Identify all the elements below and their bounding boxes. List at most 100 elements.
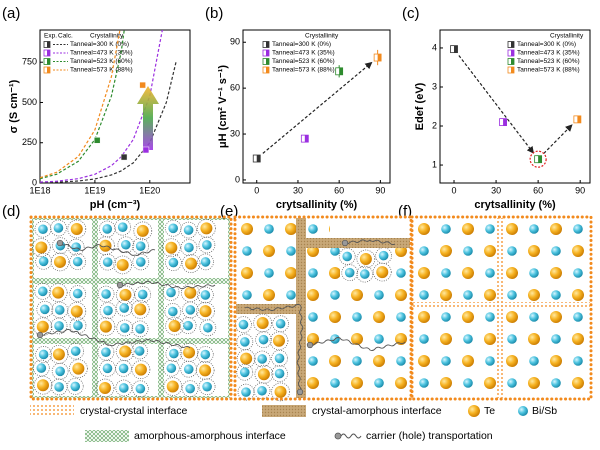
legend-label: amorphous-amorphous interface	[134, 430, 286, 442]
bisb-atom	[119, 383, 129, 393]
atom-ring	[356, 265, 374, 283]
trend-arrow	[543, 124, 573, 154]
y-tick-label: 1	[432, 159, 437, 169]
legend-label: Tanneal=300 K (0%)	[517, 41, 576, 48]
atom-ring	[198, 378, 216, 396]
legend-label: Tanneal=573 K (88%)	[517, 67, 580, 74]
bisb-atom	[286, 290, 296, 300]
te-atom	[506, 267, 518, 279]
bisb-atom	[485, 268, 495, 278]
legend-label: Tanneal=573 K (88%)	[70, 67, 133, 74]
panel-label: (f)	[398, 203, 412, 220]
bisb-atom	[135, 383, 146, 394]
atom-ring	[69, 359, 88, 378]
panel-label: (b)	[205, 5, 223, 22]
atom-ring	[99, 359, 116, 377]
bisb-atom	[344, 267, 355, 278]
atom-ring	[51, 301, 69, 319]
te-atom	[72, 362, 85, 375]
atom-ring	[255, 331, 272, 349]
atom-ring	[179, 343, 199, 362]
interface-ca	[306, 238, 410, 248]
te-atom	[395, 289, 407, 301]
atom-ring	[338, 248, 356, 265]
legend-header: Crystallinity	[305, 33, 339, 40]
legend-marker	[266, 41, 269, 48]
x-tick-label: 60	[533, 185, 543, 195]
te-atom	[329, 355, 341, 367]
legend-header: Exp.	[44, 33, 57, 40]
bisb-atom	[239, 367, 250, 378]
te-atom	[528, 377, 540, 389]
legend-label: Tanneal=523 K (60%)	[70, 58, 133, 65]
legend-marker	[266, 58, 269, 65]
curves	[40, 30, 177, 183]
te-atom	[200, 222, 213, 235]
atom-ring	[52, 237, 69, 254]
atom-ring	[236, 333, 254, 351]
te-atom	[136, 224, 149, 237]
legend-marker	[47, 41, 50, 48]
bisb-atom	[54, 382, 64, 392]
bisb-atom	[441, 312, 451, 322]
y-tick-label: 30	[230, 128, 240, 138]
legend-atom	[518, 406, 528, 416]
point-right	[503, 118, 507, 126]
atom-ring	[32, 359, 50, 377]
bisb-atom	[419, 290, 429, 300]
legend-label: Tanneal=473 K (35%)	[517, 50, 580, 57]
te-atom	[183, 346, 196, 359]
bisb-atom	[342, 251, 353, 262]
atom-ring	[99, 302, 117, 319]
bisb-atom	[38, 286, 48, 297]
x-tick-label: 90	[375, 185, 385, 195]
te-atom	[395, 333, 407, 345]
atom-ring	[180, 360, 198, 378]
te-atom	[52, 286, 65, 299]
exp-point	[142, 146, 150, 154]
trend-arrow	[458, 55, 535, 154]
bisb-atom	[264, 268, 274, 278]
bisb-atom	[463, 290, 473, 300]
te-atom	[134, 303, 147, 316]
atom-ring	[66, 378, 84, 395]
trend-arrow	[262, 61, 373, 154]
legend-label: Tanneal=523 K (60%)	[517, 58, 580, 65]
bisb-atom	[330, 378, 340, 388]
te-atom	[376, 266, 389, 279]
bisb-atom	[169, 348, 179, 359]
legend-marker	[47, 67, 50, 73]
y-tick-label: 2	[432, 120, 437, 130]
bisb-atom	[257, 385, 267, 396]
y-tick-label: 4	[432, 42, 437, 52]
te-atom	[70, 305, 83, 318]
atom-ring	[134, 286, 152, 303]
te-atom	[272, 334, 285, 347]
atom-ring	[49, 344, 69, 364]
atom-ring	[50, 252, 70, 272]
te-atom	[351, 333, 363, 345]
bisb-atom	[551, 246, 561, 256]
atom-ring	[181, 380, 199, 397]
atom-ring	[132, 380, 149, 398]
bisb-atom	[54, 305, 65, 315]
te-atom	[484, 245, 496, 257]
bisb-atom	[71, 242, 81, 252]
legend-header: Crystallinity	[90, 33, 124, 40]
bisb-atom	[258, 334, 269, 345]
legend-marker	[47, 58, 50, 65]
legend-marker	[266, 50, 269, 56]
bisb-atom	[286, 246, 296, 256]
bisb-atom	[137, 289, 148, 300]
x-tick-label: 30	[293, 185, 303, 195]
bisb-atom	[101, 347, 111, 357]
panel-label: (a)	[2, 5, 20, 22]
te-atom	[572, 377, 584, 389]
legend-swatch	[30, 405, 74, 417]
panel-label: (d)	[2, 203, 20, 220]
atom-ring	[48, 283, 68, 302]
bisb-atom	[200, 349, 211, 360]
bisb-atom	[275, 318, 286, 329]
